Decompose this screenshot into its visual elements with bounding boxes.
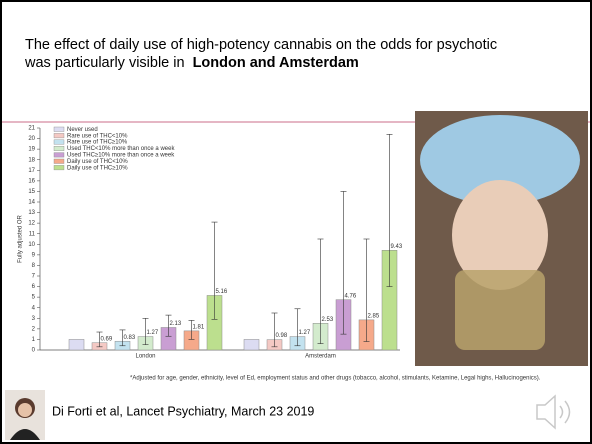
error-bar <box>142 317 149 346</box>
slide-title-line: was particularly visible in London and Am… <box>24 55 359 71</box>
legend-swatch <box>53 126 65 132</box>
audio-icon[interactable] <box>536 394 571 430</box>
error-bar <box>340 191 347 335</box>
legend-swatch <box>53 139 65 145</box>
value-label: 5.16 <box>216 289 228 295</box>
error-bar <box>271 312 278 348</box>
y-tick-label: 3 <box>32 316 36 322</box>
speaker-face <box>18 403 32 417</box>
y-tick-label: 17 <box>28 168 35 174</box>
legend-swatch <box>53 152 65 158</box>
y-tick-label: 8 <box>32 263 36 269</box>
legend-swatch <box>53 158 65 164</box>
y-axis-label: Fully adjusted OR <box>18 214 24 262</box>
error-bar <box>363 238 370 342</box>
x-tick-label: London <box>135 354 155 360</box>
value-label: 1.27 <box>299 330 311 336</box>
value-label: 2.13 <box>170 321 182 327</box>
photo <box>415 111 588 366</box>
y-tick-label: 15 <box>28 189 35 195</box>
error-bar <box>119 329 126 347</box>
value-label: 9.43 <box>391 244 403 250</box>
chart: 0123456789101112131415161718192021Fully … <box>18 126 403 360</box>
y-tick-label: 6 <box>32 284 36 290</box>
value-label: 1.81 <box>193 324 205 330</box>
title-highlight: London and Amsterdam <box>193 55 359 71</box>
legend-swatch <box>53 133 65 139</box>
y-tick-label: 4 <box>32 305 36 311</box>
legend-label: Never used <box>67 127 98 133</box>
citation: Di Forti et al, Lancet Psychiatry, March… <box>52 404 314 418</box>
photo-face <box>452 180 548 290</box>
slide-title-line: The effect of daily use of high-potency … <box>25 37 497 53</box>
value-label: 0.98 <box>276 333 288 339</box>
bar <box>243 339 260 351</box>
y-tick-label: 14 <box>28 200 35 206</box>
error-bar <box>188 320 195 340</box>
y-tick-label: 12 <box>28 221 35 227</box>
y-tick-label: 10 <box>28 242 35 248</box>
footnote: *Adjusted for age, gender, ethnicity, le… <box>130 376 541 382</box>
sound-waves[interactable] <box>559 400 571 424</box>
error-bar <box>317 238 324 344</box>
value-label: 2.85 <box>368 313 380 319</box>
y-tick-label: 21 <box>28 126 35 132</box>
error-bar <box>386 134 393 287</box>
y-tick-label: 2 <box>32 326 36 332</box>
speaker-photo <box>5 390 45 440</box>
legend-label: Rare use of THC<10% <box>67 133 128 139</box>
y-tick-label: 11 <box>29 231 36 237</box>
legend-label: Daily use of THC≥10% <box>67 165 128 171</box>
value-label: 0.69 <box>101 336 113 342</box>
y-tick-label: 0 <box>32 348 36 354</box>
speaker-body <box>10 429 40 440</box>
y-tick-label: 20 <box>28 136 35 142</box>
photo-bag <box>455 270 545 350</box>
y-tick-label: 18 <box>28 157 35 163</box>
title-text: was particularly visible in <box>24 55 185 71</box>
value-label: 2.53 <box>322 317 334 323</box>
legend-label: Daily use of THC<10% <box>67 159 128 165</box>
error-bar <box>165 314 172 337</box>
y-tick-label: 1 <box>32 337 36 343</box>
error-bar <box>96 331 103 348</box>
error-bar <box>211 221 218 320</box>
photo-hat <box>420 115 580 205</box>
y-tick-label: 9 <box>32 252 36 258</box>
y-tick-label: 16 <box>28 178 35 184</box>
speaker-icon[interactable] <box>536 394 556 430</box>
value-label: 4.76 <box>345 293 357 299</box>
legend-label: Used THC<10% more than once a week <box>67 146 175 152</box>
legend-swatch <box>53 165 65 171</box>
value-label: 1.27 <box>147 330 159 336</box>
bar <box>68 339 85 351</box>
legend-swatch <box>53 145 65 151</box>
value-label: 0.83 <box>124 335 136 341</box>
x-tick-label: Amsterdam <box>305 354 336 360</box>
error-bar <box>294 308 301 347</box>
y-tick-label: 13 <box>28 210 35 216</box>
legend-label: Rare use of THC≥10% <box>67 140 128 146</box>
y-tick-label: 7 <box>32 274 36 280</box>
y-tick-label: 5 <box>32 295 36 301</box>
legend-label: Used THC≥10% more than once a week <box>67 152 175 158</box>
y-tick-label: 19 <box>28 147 35 153</box>
